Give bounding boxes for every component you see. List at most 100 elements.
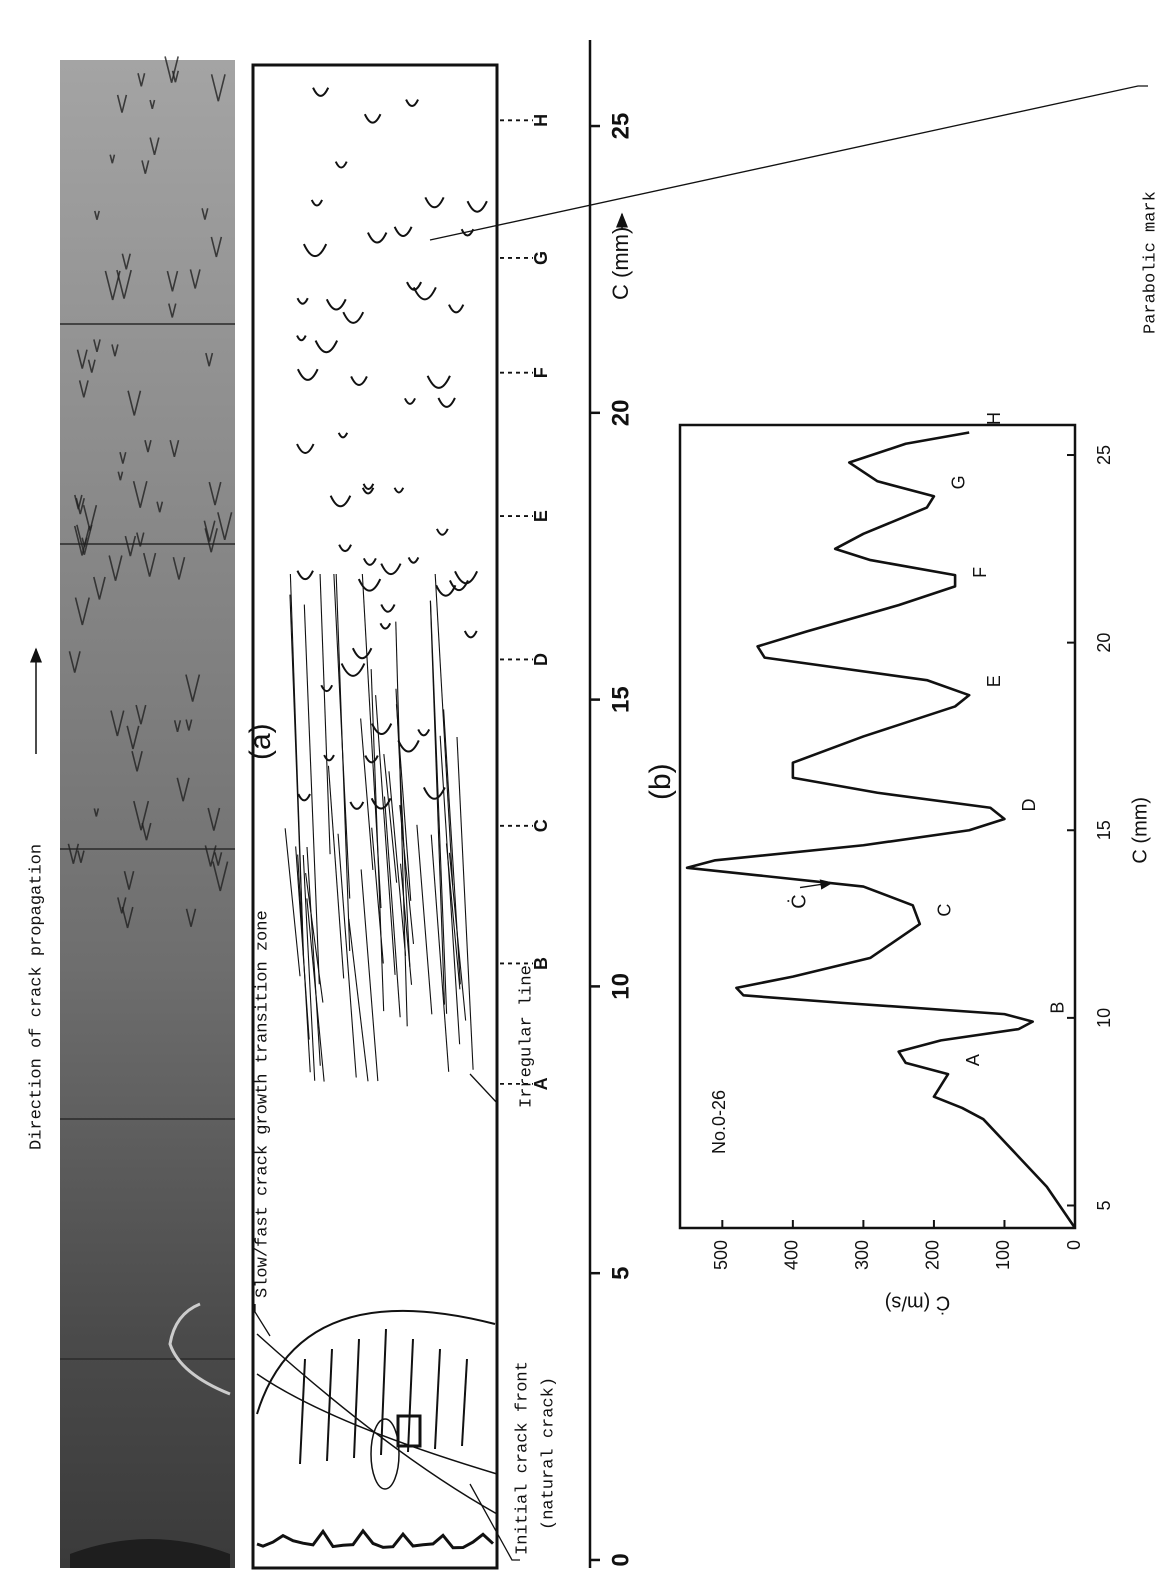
photo-parabola xyxy=(116,94,128,113)
parabolic-mark xyxy=(393,226,413,237)
parabolic-mark xyxy=(448,304,465,314)
point-label: G xyxy=(949,475,969,489)
parabolic-mark xyxy=(296,297,309,305)
parabolic-mark xyxy=(296,570,314,581)
parabolic-mark xyxy=(312,87,330,97)
photo-parabola xyxy=(116,269,132,299)
parabolic-mark xyxy=(466,200,488,213)
photo-parabola xyxy=(166,270,179,292)
parabolic-mark xyxy=(463,630,478,639)
irregular-streak xyxy=(333,573,351,899)
irregular-streak xyxy=(388,771,407,957)
photo-parabola xyxy=(133,800,150,831)
transition-ray xyxy=(461,1358,468,1447)
x-tick-label: 20 xyxy=(1094,633,1114,653)
parabolic-mark xyxy=(435,584,457,597)
photo-crack-origin xyxy=(70,1539,230,1568)
parabolic-mark xyxy=(296,443,315,454)
parabolic-mark xyxy=(417,728,431,737)
transition-arc xyxy=(256,1373,498,1475)
photo-parabola xyxy=(141,160,150,174)
point-label: E xyxy=(984,675,1004,687)
scale-tick-label: 25 xyxy=(607,113,634,140)
photo-parabola xyxy=(210,74,226,102)
chart-panel-label: (b) xyxy=(644,763,677,800)
sketch-frame xyxy=(251,63,499,1570)
parabolic-mark xyxy=(310,199,323,207)
photo-parabola xyxy=(176,777,190,802)
position-mark-label: D xyxy=(531,653,551,666)
transition-ray xyxy=(434,1348,441,1450)
parabolic-mark xyxy=(379,622,392,630)
parabolic-mark xyxy=(340,663,366,677)
parabolic-mark xyxy=(367,232,388,244)
parabolic-mark xyxy=(296,368,319,381)
transition-label: Slow/fast crack growth transition zone xyxy=(253,910,272,1298)
x-tick-label: 5 xyxy=(1094,1200,1114,1210)
y-tick-label: 0 xyxy=(1064,1240,1084,1250)
initial-label: (natural crack) xyxy=(539,1377,558,1530)
photo-parabola xyxy=(117,471,124,481)
y-tick-label: 400 xyxy=(782,1240,802,1270)
irregular-streak xyxy=(348,918,369,1082)
y-tick-label: 300 xyxy=(852,1240,872,1270)
parabolic-mark xyxy=(380,563,402,576)
irregular-streak xyxy=(302,854,316,1081)
position-mark-label: B xyxy=(531,957,551,970)
irregular-label: Irregular line xyxy=(517,965,536,1108)
parabolic-mark xyxy=(351,647,373,660)
photo-parabola xyxy=(110,710,125,737)
photo-parabola xyxy=(78,380,89,398)
photo-parabola xyxy=(73,525,91,556)
irregular-streak xyxy=(360,718,374,870)
parabolic-mark xyxy=(357,578,382,592)
irregular-streak xyxy=(395,621,408,1027)
parabolic-mark xyxy=(436,528,449,536)
photo-parabola xyxy=(127,390,142,416)
irregular-streak xyxy=(375,695,396,975)
x-tick-label: 25 xyxy=(1094,445,1114,465)
irregular-streak xyxy=(289,594,303,927)
irregular-streak xyxy=(456,737,474,1070)
irregular-streak xyxy=(399,863,413,985)
y-axis-label: Ċ (m/s) xyxy=(885,1292,951,1315)
point-label: H xyxy=(984,412,1004,425)
irregular-streak xyxy=(430,834,450,1072)
point-label: F xyxy=(970,567,990,578)
transition-ray xyxy=(299,1358,306,1465)
parabolic-mark xyxy=(380,604,396,613)
photo-parabola xyxy=(121,906,134,929)
parabolic-mark xyxy=(422,786,446,800)
parabolic-mark xyxy=(426,375,451,389)
peak-leader xyxy=(799,879,834,890)
photo-parabola xyxy=(111,344,119,357)
position-mark-label: F xyxy=(531,367,551,378)
scale-tick-label: 20 xyxy=(607,399,634,426)
chart-annotation: No.0-26 xyxy=(709,1090,729,1154)
parabolic-mark xyxy=(371,723,393,736)
chart-frame xyxy=(678,423,1077,1230)
photo-parabola xyxy=(135,704,147,725)
scale-axis-label: C (mm) xyxy=(608,227,633,300)
irregular-leader xyxy=(469,1073,499,1105)
photo-parabola xyxy=(75,498,85,515)
position-mark-label: C xyxy=(531,819,551,832)
irregular-streak xyxy=(443,709,461,985)
irregular-streak xyxy=(395,704,412,901)
parabolic-mark xyxy=(424,196,445,209)
parabolic-mark xyxy=(334,161,348,169)
parabolic-mark xyxy=(350,375,368,386)
parabolic-mark xyxy=(405,99,419,108)
parabolic-mark xyxy=(370,797,392,810)
irregular-streak xyxy=(303,604,320,985)
point-label: D xyxy=(1019,798,1039,811)
parabolic-label: Parabolic mark xyxy=(1141,191,1160,334)
photo-parabola xyxy=(131,751,143,772)
parabolic-mark xyxy=(364,755,379,764)
photo-notch xyxy=(168,1302,231,1396)
photo-parabola xyxy=(67,843,80,864)
parabolic-mark xyxy=(437,397,456,408)
photo-parabola xyxy=(123,871,135,890)
y-tick-label: 200 xyxy=(923,1240,943,1270)
parabolic-mark xyxy=(407,557,420,564)
